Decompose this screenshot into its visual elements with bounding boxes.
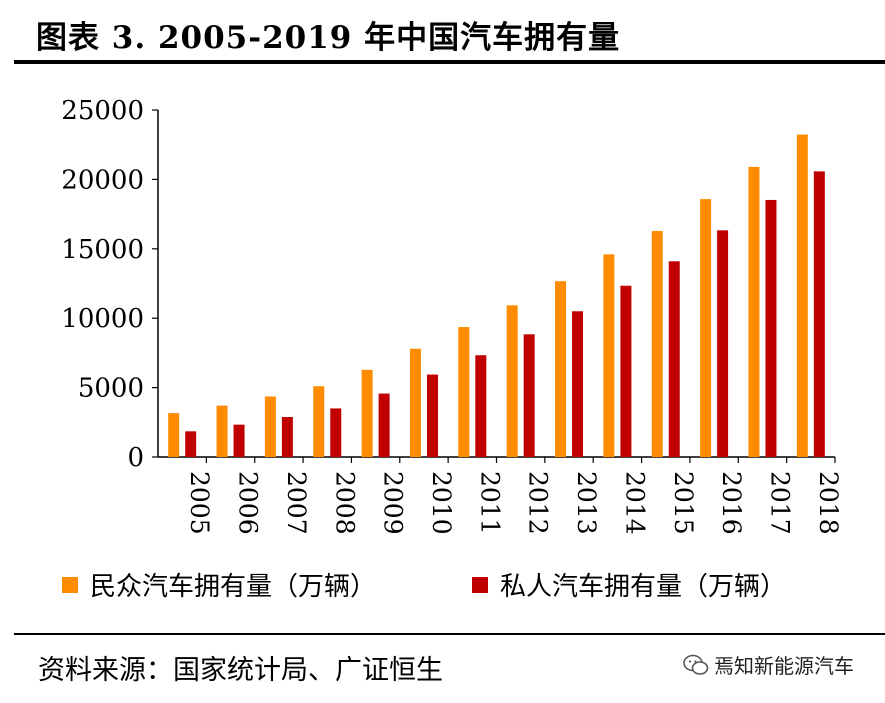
bar-series-1: [168, 413, 179, 457]
y-tick-label: 0: [127, 443, 144, 473]
legend-label-series-1: 民众汽车拥有量（万辆）: [90, 566, 376, 603]
legend-swatch-series-1: [62, 577, 78, 593]
bar-series-2: [572, 311, 583, 457]
bar-series-1: [700, 199, 711, 457]
x-tick-label: 2017: [765, 471, 794, 535]
bar-series-2: [669, 261, 680, 457]
bar-series-2: [620, 286, 631, 457]
bar-series-2: [185, 431, 196, 457]
y-tick-label: 15000: [61, 235, 144, 265]
bar-series-1: [458, 327, 469, 457]
x-tick-label: 2011: [475, 471, 504, 535]
x-tick-label: 2005: [185, 471, 214, 535]
bar-series-1: [507, 305, 518, 457]
bar-series-2: [379, 394, 390, 457]
source-note: 资料来源：国家统计局、广证恒生: [38, 648, 443, 687]
x-tick-label: 2015: [669, 471, 698, 535]
y-tick-label: 10000: [61, 304, 144, 334]
bottom-rule: [14, 633, 885, 635]
bar-series-1: [313, 386, 324, 457]
x-tick-label: 2006: [234, 471, 263, 535]
legend-label-series-2: 私人汽车拥有量（万辆）: [500, 566, 786, 603]
bar-series-1: [797, 135, 808, 457]
x-tick-label: 2010: [427, 471, 456, 535]
x-tick-label: 2012: [524, 471, 553, 535]
bar-series-2: [234, 425, 245, 457]
bar-series-1: [652, 231, 663, 457]
legend-swatch-series-2: [472, 577, 488, 593]
watermark-text: 焉知新能源汽车: [714, 650, 854, 679]
x-tick-label: 2009: [379, 471, 408, 535]
bar-series-1: [748, 167, 759, 457]
y-tick-label: 5000: [78, 374, 144, 404]
bar-series-1: [265, 396, 276, 457]
bar-series-1: [217, 406, 228, 457]
wechat-icon: [682, 653, 710, 677]
x-tick-label: 2007: [282, 471, 311, 535]
bar-series-2: [475, 355, 486, 457]
x-tick-label: 2014: [620, 471, 649, 535]
bar-series-2: [765, 200, 776, 457]
bar-series-1: [410, 349, 421, 457]
bar-series-1: [603, 254, 614, 457]
legend-item-series-1: 民众汽车拥有量（万辆）: [62, 566, 376, 603]
bar-series-2: [717, 230, 728, 457]
bar-series-2: [814, 171, 825, 457]
bar-series-2: [524, 334, 535, 457]
bar-series-1: [362, 370, 373, 457]
watermark: 焉知新能源汽车: [682, 650, 854, 679]
legend-item-series-2: 私人汽车拥有量（万辆）: [472, 566, 786, 603]
bar-series-1: [555, 281, 566, 457]
x-tick-label: 2008: [330, 471, 359, 535]
bar-chart: 0 5000 10000 15000 20000 25000 2005 2006 2007 200…: [0, 0, 885, 560]
x-tick-label: 2016: [717, 471, 746, 535]
bar-series-2: [282, 417, 293, 457]
x-tick-label: 2013: [572, 471, 601, 535]
legend: 民众汽车拥有量（万辆） 私人汽车拥有量（万辆）: [62, 566, 862, 604]
x-tick-label: 2018: [814, 471, 843, 535]
bar-series-2: [330, 408, 341, 457]
y-tick-label: 25000: [61, 96, 144, 126]
bar-series-2: [427, 375, 438, 457]
y-tick-label: 20000: [61, 165, 144, 195]
